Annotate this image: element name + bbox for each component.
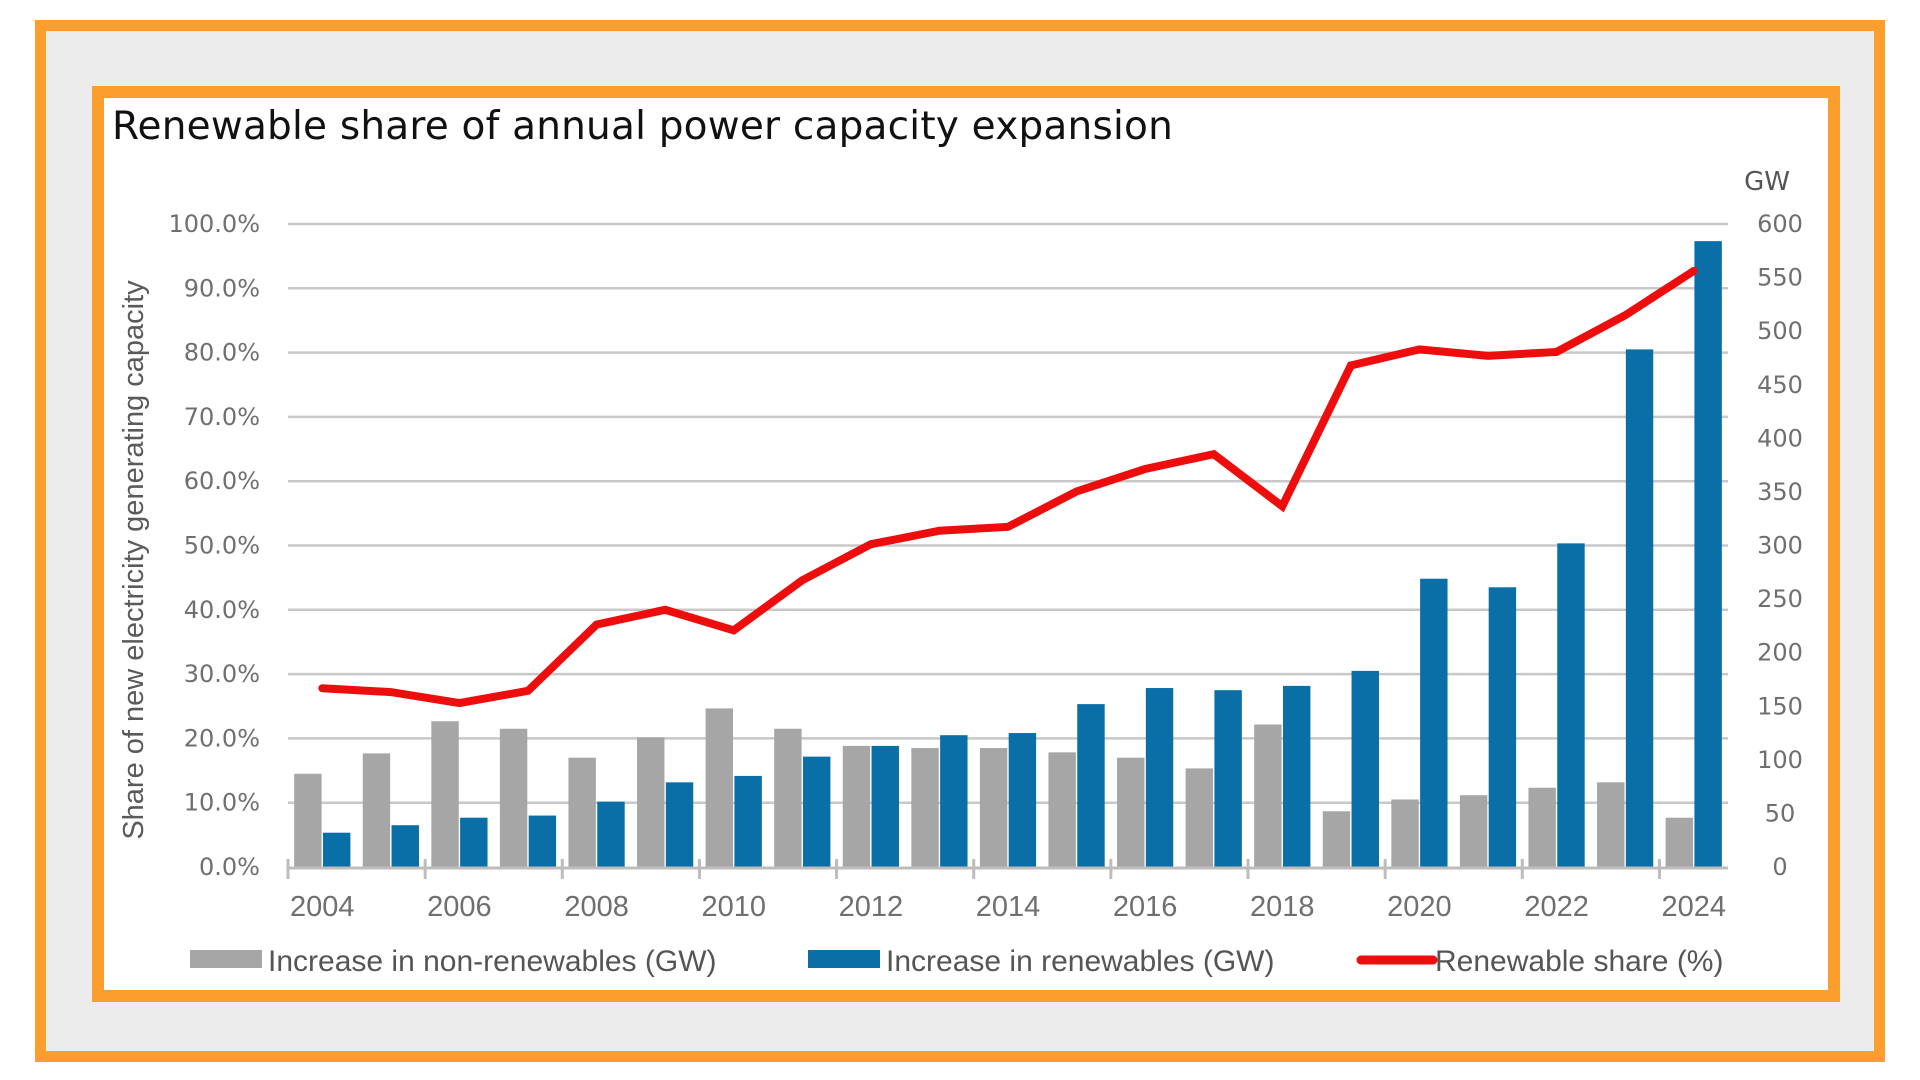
gridlines — [288, 222, 1728, 804]
bar-non-renewables — [705, 708, 734, 867]
bar-renewables — [665, 782, 694, 867]
bars — [294, 241, 1722, 867]
left-y-axis-ticks: 0.0% 10.0% 20.0% 30.0% 40.0% 50.0% 60.0% 70.0% 8… — [168, 210, 260, 881]
bar-renewables — [1488, 587, 1517, 867]
bar-renewables — [1420, 578, 1448, 867]
x-tick-label: 2010 — [701, 891, 766, 923]
bar-non-renewables — [499, 728, 528, 867]
x-axis-ticks: 2004 2006 2008 2010 2012 2014 2016 2018 2020 2022… — [290, 891, 1726, 923]
y-tick-label: 20.0% — [184, 724, 260, 752]
right-y-axis-ticks: 0 50 100 150 200 250 300 350 400 450 500 550 600 — [1757, 210, 1803, 881]
x-tick-label: 2020 — [1387, 891, 1452, 923]
bar-non-renewables — [911, 748, 939, 867]
share-line-layer — [318, 266, 1698, 708]
bar-renewables — [322, 832, 351, 867]
x-tick-label: 2004 — [290, 891, 355, 923]
bar-non-renewables — [1665, 817, 1694, 867]
legend-swatch — [808, 950, 880, 968]
bar-non-renewables — [431, 721, 459, 867]
bar-renewables — [1694, 241, 1722, 867]
renewable-share-line — [318, 266, 1698, 708]
y2-tick-label: 500 — [1757, 317, 1803, 345]
x-tick-label: 2018 — [1250, 891, 1315, 923]
bar-renewables — [802, 756, 831, 867]
x-tick-label: 2022 — [1524, 891, 1589, 923]
bar-non-renewables — [1185, 768, 1214, 867]
y2-tick-label: 300 — [1757, 532, 1803, 560]
bar-non-renewables — [568, 757, 596, 867]
bar-renewables — [1077, 704, 1105, 867]
bar-non-renewables — [1117, 757, 1145, 867]
x-tick-label: 2012 — [839, 891, 904, 923]
bar-non-renewables — [1254, 724, 1282, 867]
right-axis-unit: GW — [1744, 167, 1790, 197]
bar-renewables — [597, 801, 625, 867]
bar-non-renewables — [1528, 787, 1556, 867]
bar-renewables — [1214, 690, 1242, 867]
y2-tick-label: 350 — [1757, 478, 1803, 506]
x-tick-label: 2006 — [427, 891, 492, 923]
y-tick-label: 90.0% — [184, 274, 260, 302]
x-tick-label: 2016 — [1113, 891, 1178, 923]
bar-non-renewables — [637, 737, 665, 867]
y2-tick-label: 150 — [1757, 692, 1803, 720]
x-axis — [286, 859, 1728, 879]
y-tick-label: 10.0% — [184, 789, 260, 817]
bar-non-renewables — [1391, 799, 1419, 867]
bar-non-renewables — [362, 753, 391, 867]
x-tick-label: 2008 — [564, 891, 629, 923]
bar-renewables — [391, 825, 419, 867]
bar-non-renewables — [774, 728, 802, 867]
y2-tick-label: 250 — [1757, 585, 1803, 613]
y-tick-label: 30.0% — [184, 660, 260, 688]
y2-tick-label: 550 — [1757, 264, 1803, 292]
legend-swatch — [190, 950, 262, 968]
bar-renewables — [1282, 685, 1311, 867]
y-tick-label: 70.0% — [184, 403, 260, 431]
y-tick-label: 100.0% — [168, 210, 260, 238]
bar-renewables — [1351, 670, 1379, 867]
y2-tick-label: 50 — [1765, 799, 1796, 827]
y2-tick-label: 600 — [1757, 210, 1803, 238]
bar-renewables — [1557, 543, 1585, 867]
y2-tick-label: 400 — [1757, 424, 1803, 452]
bar-renewables — [871, 745, 899, 867]
bar-renewables — [734, 775, 762, 867]
bar-renewables — [1625, 349, 1654, 867]
legend: Increase in non-renewables (GW) Increase … — [190, 945, 1723, 978]
y-tick-label: 0.0% — [199, 853, 260, 881]
bar-non-renewables — [1048, 752, 1076, 867]
left-axis-title: Share of new electricity generating capa… — [118, 280, 150, 840]
legend-label: Increase in renewables (GW) — [886, 945, 1274, 978]
y-tick-label: 50.0% — [184, 532, 260, 560]
bar-non-renewables — [1322, 811, 1351, 867]
y2-tick-label: 100 — [1757, 746, 1803, 774]
x-tick-label: 2024 — [1661, 891, 1726, 923]
y-tick-label: 80.0% — [184, 339, 260, 367]
chart-title: Renewable share of annual power capacity… — [112, 104, 1173, 149]
bar-non-renewables — [1597, 782, 1625, 867]
bar-non-renewables — [1459, 795, 1488, 867]
legend-label: Increase in non-renewables (GW) — [268, 945, 717, 978]
bar-non-renewables — [979, 748, 1008, 867]
bar-non-renewables — [842, 745, 871, 867]
bar-renewables — [1145, 688, 1174, 867]
bar-renewables — [460, 817, 488, 867]
x-tick-label: 2014 — [976, 891, 1041, 923]
y-tick-label: 60.0% — [184, 467, 260, 495]
y-tick-label: 40.0% — [184, 596, 260, 624]
y2-tick-label: 200 — [1757, 639, 1803, 667]
bar-non-renewables — [294, 773, 322, 867]
bar-renewables — [940, 735, 968, 867]
y2-tick-label: 450 — [1757, 371, 1803, 399]
bar-renewables — [528, 815, 557, 867]
bar-renewables — [1008, 733, 1037, 867]
legend-label: Renewable share (%) — [1435, 945, 1723, 978]
y2-tick-label: 0 — [1772, 853, 1787, 881]
